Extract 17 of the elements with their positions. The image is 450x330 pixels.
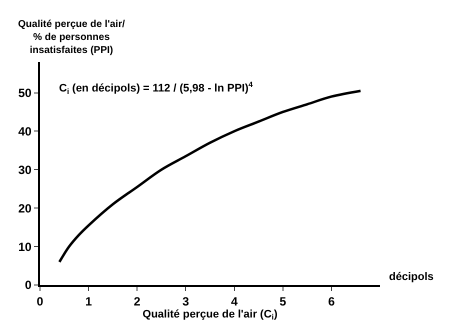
y-tick-label: 10 (18, 240, 32, 254)
y-tick-label: 20 (18, 201, 32, 216)
x-tick-label: 0 (36, 294, 44, 308)
y-axis-title: Qualité perçue de l'air/ % de personnes insatisfaites (PPI) (18, 19, 126, 56)
x-tick-label: 6 (328, 294, 336, 308)
x-tick-label: 4 (230, 294, 238, 308)
x-axis-title: Qualité perçue de l'air (C$_{i}$) (142, 308, 278, 322)
x-tick-label: 1 (85, 294, 92, 308)
x-tick-label: 5 (280, 294, 287, 308)
y-tick-label: 40 (18, 124, 32, 138)
y-tick-label: 50 (18, 86, 32, 100)
x-tick-label: 3 (182, 294, 190, 308)
y-tick-label: 30 (18, 162, 32, 177)
y-tick-label: 0 (24, 278, 32, 292)
text: décipols (389, 271, 434, 283)
annotation: C$_{i}$ (en décipols) = 112 / (5,98 - ln PPI)$^{4}$ (59, 80, 254, 96)
x-tick-label: 2 (134, 294, 141, 308)
